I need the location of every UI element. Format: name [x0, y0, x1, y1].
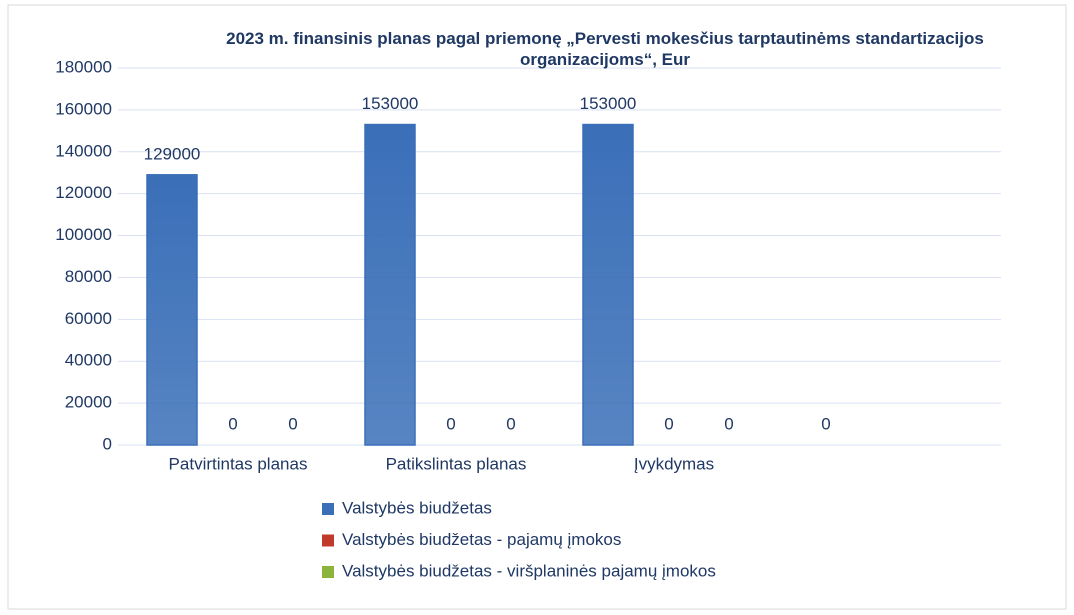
y-tick-label: 20000	[65, 393, 112, 412]
legend-swatch	[322, 503, 334, 515]
legend-swatch	[322, 566, 334, 578]
data-label: 153000	[362, 94, 419, 113]
data-label: 0	[506, 414, 515, 433]
y-tick-label: 160000	[55, 99, 112, 118]
y-tick-label: 0	[103, 434, 112, 453]
data-label: 0	[446, 414, 455, 433]
x-tick-label: Įvykdymas	[634, 454, 714, 473]
y-tick-label: 180000	[55, 57, 112, 76]
x-tick-label: Patvirtintas planas	[169, 454, 308, 473]
data-label: 0	[724, 414, 733, 433]
chart-title: 2023 m. finansinis planas pagal priemonę…	[226, 29, 984, 69]
y-tick-label: 120000	[55, 183, 112, 202]
bar	[582, 123, 634, 446]
legend-label: Valstybės biudžetas - viršplaninės pajam…	[342, 561, 716, 580]
y-tick-label: 100000	[55, 225, 112, 244]
data-label: 129000	[144, 144, 201, 163]
legend-label: Valstybės biudžetas	[342, 498, 492, 517]
legend-swatch	[322, 534, 334, 547]
data-label: 0	[228, 414, 237, 433]
bar	[364, 123, 416, 446]
legend-label: Valstybės biudžetas - pajamų įmokos	[342, 530, 621, 549]
y-tick-label: 60000	[65, 309, 112, 328]
x-tick-label: Patikslintas planas	[386, 454, 527, 473]
y-tick-label: 40000	[65, 351, 112, 370]
data-label: 153000	[580, 94, 637, 113]
y-tick-label: 80000	[65, 267, 112, 286]
data-label: 0	[288, 414, 297, 433]
y-tick-label: 140000	[55, 141, 112, 160]
bar	[146, 174, 198, 446]
data-label: 0	[821, 414, 830, 433]
data-label: 0	[664, 414, 673, 433]
